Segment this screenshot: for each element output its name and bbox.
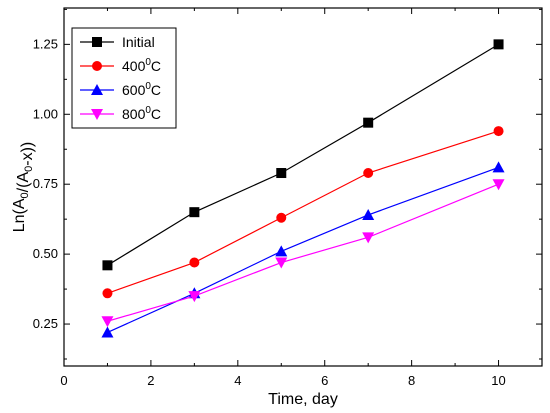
data-point: [275, 257, 288, 269]
data-point: [275, 245, 288, 257]
y-tick-label: 1.25: [33, 36, 58, 51]
series-line: [107, 166, 499, 333]
legend-label: 8000C: [122, 105, 161, 122]
legend-entry: 6000C: [80, 81, 161, 98]
x-tick-label: 0: [60, 373, 67, 388]
plot-frame: [63, 7, 543, 367]
legend-marker: [91, 109, 103, 120]
series-2: [101, 161, 505, 338]
data-point: [362, 208, 375, 220]
data-point: [493, 126, 504, 137]
series-0: [102, 39, 504, 271]
data-point: [101, 316, 114, 328]
x-tick-label: 10: [491, 373, 505, 388]
legend-label: Initial: [122, 34, 155, 50]
y-tick-label: 0.50: [33, 246, 58, 261]
y-tick-label: 1.00: [33, 106, 58, 121]
x-tick-label: 4: [234, 373, 241, 388]
series-line: [107, 130, 499, 294]
y-tick-label: 0.75: [33, 176, 58, 191]
series-layer: [101, 39, 505, 338]
y-axis-label: Ln(A0/(A0-x)): [11, 142, 36, 232]
series-3: [101, 179, 505, 328]
data-point: [363, 168, 374, 179]
legend-marker: [92, 37, 102, 47]
data-point: [101, 326, 114, 338]
x-axis-label: Time, day: [268, 391, 338, 408]
data-point: [189, 257, 200, 268]
data-point: [102, 288, 113, 299]
data-point: [276, 168, 287, 179]
legend-box: [71, 27, 177, 129]
legend-entry: 4000C: [80, 57, 161, 74]
data-point: [492, 161, 505, 173]
series-1: [102, 126, 504, 299]
legend-label: 4000C: [122, 57, 161, 74]
data-point: [492, 179, 505, 191]
x-tick-label: 8: [408, 373, 415, 388]
ticks-layer: 0 2 4 6 8 10 0.25 0.50 0.75 1.00 1.25: [33, 8, 542, 388]
x-tick-label: 6: [321, 373, 328, 388]
legend-entry: Initial: [80, 34, 155, 50]
data-point: [276, 212, 287, 223]
data-point: [363, 117, 374, 128]
legend: Initial 4000C 6000C 8000C: [71, 27, 177, 129]
data-point: [362, 232, 375, 244]
legend-label: 6000C: [122, 81, 161, 98]
series-line: [107, 183, 499, 322]
data-point: [102, 260, 113, 271]
legend-entry: 8000C: [80, 105, 161, 122]
y-tick-label: 0.25: [33, 316, 58, 331]
legend-marker: [92, 61, 102, 71]
legend-marker: [91, 84, 103, 95]
data-point: [493, 39, 504, 50]
x-tick-label: 2: [147, 373, 154, 388]
data-point: [189, 207, 200, 218]
data-point: [188, 291, 201, 303]
